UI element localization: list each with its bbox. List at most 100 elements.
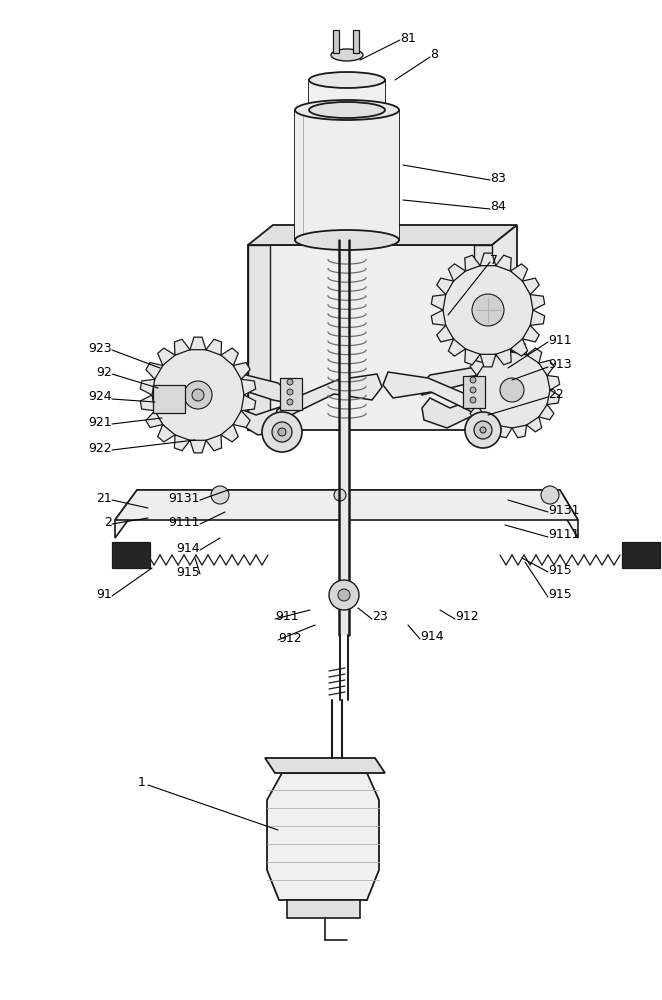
Polygon shape	[383, 372, 491, 422]
Text: 911: 911	[275, 610, 299, 624]
Polygon shape	[206, 339, 222, 355]
Polygon shape	[140, 379, 155, 395]
Circle shape	[474, 421, 492, 439]
Polygon shape	[512, 425, 526, 438]
Polygon shape	[274, 374, 382, 424]
Text: 9131: 9131	[169, 491, 200, 504]
Polygon shape	[287, 900, 360, 918]
Ellipse shape	[309, 102, 385, 118]
Polygon shape	[465, 255, 480, 271]
Polygon shape	[510, 339, 528, 356]
Polygon shape	[233, 411, 250, 427]
Circle shape	[287, 379, 293, 385]
Polygon shape	[497, 425, 512, 438]
Ellipse shape	[309, 72, 385, 88]
Polygon shape	[432, 310, 446, 325]
Polygon shape	[512, 342, 526, 355]
Polygon shape	[448, 264, 465, 281]
Polygon shape	[470, 405, 485, 420]
Circle shape	[338, 589, 350, 601]
Circle shape	[152, 349, 244, 441]
Bar	[309, 80, 385, 110]
Polygon shape	[190, 440, 206, 453]
Text: 912: 912	[455, 610, 479, 624]
Ellipse shape	[295, 230, 399, 250]
Polygon shape	[437, 325, 453, 342]
Circle shape	[480, 427, 486, 433]
Polygon shape	[115, 490, 578, 538]
Polygon shape	[206, 373, 290, 403]
Bar	[112, 542, 150, 568]
Text: 22: 22	[548, 388, 564, 401]
Circle shape	[443, 265, 533, 355]
Circle shape	[472, 294, 504, 326]
Polygon shape	[221, 425, 238, 442]
Polygon shape	[496, 349, 511, 365]
Polygon shape	[539, 360, 554, 375]
Ellipse shape	[295, 100, 399, 120]
Polygon shape	[146, 411, 163, 427]
Circle shape	[470, 377, 476, 383]
Polygon shape	[492, 225, 517, 430]
Circle shape	[287, 399, 293, 405]
Polygon shape	[483, 348, 497, 363]
Text: 912: 912	[278, 632, 302, 645]
Polygon shape	[241, 395, 256, 411]
Polygon shape	[206, 435, 222, 451]
Polygon shape	[480, 253, 496, 266]
Polygon shape	[420, 368, 502, 395]
Bar	[280, 378, 302, 410]
Text: 913: 913	[548, 359, 571, 371]
Polygon shape	[510, 264, 528, 281]
Polygon shape	[530, 310, 545, 325]
Circle shape	[184, 381, 212, 409]
Circle shape	[262, 412, 302, 452]
Circle shape	[541, 486, 559, 504]
Polygon shape	[158, 348, 175, 365]
Polygon shape	[522, 325, 540, 342]
Polygon shape	[547, 390, 559, 405]
Polygon shape	[248, 225, 517, 245]
Polygon shape	[265, 758, 385, 773]
Polygon shape	[496, 255, 511, 271]
Text: 914: 914	[176, 542, 200, 554]
Text: 8: 8	[430, 48, 438, 62]
Circle shape	[465, 412, 501, 448]
Polygon shape	[221, 348, 238, 365]
Text: 92: 92	[96, 365, 112, 378]
Text: 924: 924	[88, 390, 112, 403]
Polygon shape	[333, 30, 339, 53]
Text: 915: 915	[176, 566, 200, 578]
Polygon shape	[526, 417, 542, 432]
Polygon shape	[174, 435, 190, 451]
Circle shape	[287, 389, 293, 395]
Polygon shape	[547, 375, 559, 390]
Polygon shape	[480, 354, 496, 367]
Circle shape	[334, 489, 346, 501]
Polygon shape	[208, 395, 288, 435]
Polygon shape	[158, 425, 175, 442]
Polygon shape	[174, 339, 190, 355]
Polygon shape	[146, 363, 163, 379]
Polygon shape	[248, 245, 492, 430]
Text: 1: 1	[138, 776, 146, 790]
Text: 9111: 9111	[548, 528, 579, 542]
Circle shape	[500, 378, 524, 402]
Text: 911: 911	[548, 334, 571, 347]
Polygon shape	[530, 295, 545, 310]
Circle shape	[192, 389, 204, 401]
Polygon shape	[241, 379, 256, 395]
Polygon shape	[437, 278, 453, 295]
Text: 23: 23	[372, 610, 388, 624]
Polygon shape	[267, 773, 379, 900]
Polygon shape	[432, 295, 446, 310]
Text: 84: 84	[490, 200, 506, 214]
Circle shape	[329, 580, 359, 610]
Polygon shape	[522, 278, 540, 295]
Circle shape	[272, 422, 292, 442]
Bar	[153, 385, 185, 413]
Circle shape	[211, 486, 229, 504]
Text: 91: 91	[96, 587, 112, 600]
Text: 9111: 9111	[169, 516, 200, 528]
Text: 21: 21	[96, 491, 112, 504]
